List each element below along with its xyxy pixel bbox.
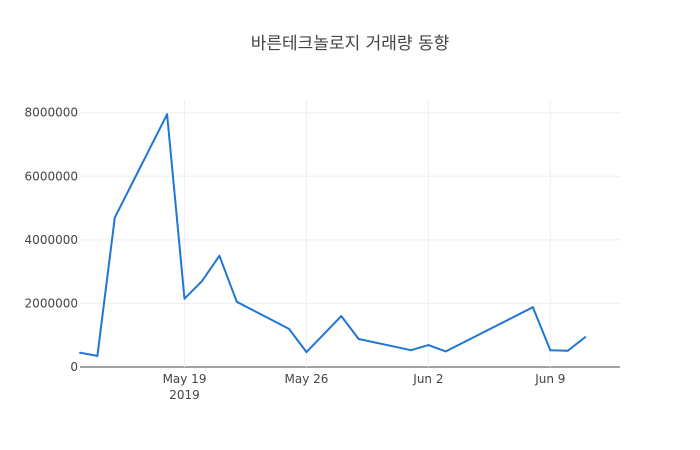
data-point <box>288 327 290 330</box>
x-tick-sublabel: 2019 <box>169 388 200 402</box>
y-tick-label: 8000000 <box>25 106 78 120</box>
data-point <box>235 300 238 303</box>
y-tick-label: 6000000 <box>25 169 78 183</box>
x-tick-label: Jun 9 <box>534 372 565 386</box>
x-gridlines <box>184 100 551 367</box>
data-point <box>96 354 99 357</box>
data-point <box>113 216 116 219</box>
y-tick-label: 0 <box>70 360 78 374</box>
data-point <box>444 350 447 353</box>
data-point <box>200 280 203 283</box>
x-tick-label: Jun 2 <box>412 372 443 386</box>
data-point <box>79 351 81 354</box>
series-line <box>79 113 586 357</box>
data-point <box>549 349 552 352</box>
data-point <box>531 306 534 309</box>
x-tick-label: May 19 <box>163 372 207 386</box>
y-tick-label: 2000000 <box>25 296 78 310</box>
x-axis-ticks: May 19 2019 May 26 Jun 2 Jun 9 <box>163 372 566 402</box>
data-point <box>427 344 430 347</box>
data-point <box>340 315 343 318</box>
data-point <box>166 113 169 116</box>
data-point <box>584 336 587 339</box>
x-tick-label: May 26 <box>284 372 328 386</box>
series-group <box>79 113 587 357</box>
data-point <box>566 349 569 352</box>
data-point <box>305 351 308 354</box>
data-point <box>218 254 221 257</box>
y-gridlines <box>80 112 620 368</box>
data-point <box>183 297 186 300</box>
data-point <box>357 338 360 340</box>
data-point <box>410 349 412 352</box>
y-tick-label: 4000000 <box>25 233 78 247</box>
chart-title: 바른테크놀로지 거래량 동향 <box>251 34 450 54</box>
y-axis-ticks: 0 2000000 4000000 6000000 8000000 <box>25 106 78 374</box>
